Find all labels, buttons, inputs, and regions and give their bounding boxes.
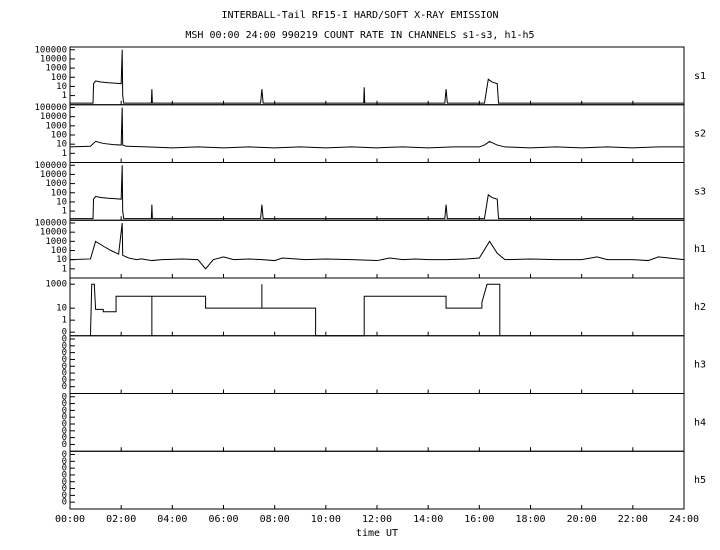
x-tick-label: 08:00 xyxy=(260,514,290,525)
y-tick-label: 10000 xyxy=(40,54,67,64)
y-tick-label: 0 xyxy=(62,433,67,443)
panel-frame xyxy=(69,393,685,452)
y-tick-label: 0 xyxy=(62,382,67,392)
x-tick-label: 20:00 xyxy=(567,514,597,525)
y-tick-label: 10000 xyxy=(40,112,67,122)
panel-label: h5 xyxy=(694,475,706,486)
y-tick-label: 0 xyxy=(62,464,67,474)
x-axis-label: time UT xyxy=(356,528,398,539)
y-tick-label: 1000 xyxy=(45,280,67,290)
y-tick-label: 0 xyxy=(62,484,67,494)
panel-label: h3 xyxy=(694,360,706,371)
x-tick-label: 12:00 xyxy=(362,514,392,525)
y-tick-label: 0 xyxy=(62,362,67,372)
y-tick-label: 10 xyxy=(56,255,67,265)
y-tick-label: 0 xyxy=(62,440,67,450)
data-line xyxy=(70,49,684,104)
panel-label: h2 xyxy=(694,302,706,313)
panel-label: h1 xyxy=(694,244,706,255)
panel-frame xyxy=(69,450,685,510)
x-tick-label: 24:00 xyxy=(669,514,699,525)
x-tick-label: 14:00 xyxy=(413,514,443,525)
panel-frame xyxy=(69,162,685,221)
chart-subtitle: MSH 00:00 24:00 990219 COUNT RATE IN CHA… xyxy=(185,30,534,41)
x-tick-label: 10:00 xyxy=(311,514,341,525)
x-tick-label: 04:00 xyxy=(157,514,187,525)
data-line xyxy=(70,165,684,220)
y-tick-label: 10000 xyxy=(40,228,67,238)
x-tick-label: 22:00 xyxy=(618,514,648,525)
y-tick-label: 0 xyxy=(62,348,67,358)
y-tick-label: 0 xyxy=(62,470,67,480)
y-tick-label: 0 xyxy=(62,399,67,409)
y-tick-label: 1 xyxy=(62,149,67,159)
data-line xyxy=(89,283,501,337)
x-tick-label: 02:00 xyxy=(106,514,136,525)
y-tick-label: 100000 xyxy=(34,219,67,229)
panel-label: s3 xyxy=(694,186,706,197)
y-tick-label: 100 xyxy=(51,188,67,198)
y-tick-label: 10 xyxy=(56,82,67,92)
y-tick-label: 10 xyxy=(56,140,67,150)
y-tick-label: 1 xyxy=(62,91,67,101)
x-tick-label: 18:00 xyxy=(515,514,545,525)
y-tick-label: 0 xyxy=(62,450,67,460)
panel-label: h4 xyxy=(694,417,706,428)
y-tick-label: 1 xyxy=(62,207,67,217)
y-tick-label: 1 xyxy=(62,264,67,274)
panel-frame xyxy=(69,219,685,279)
y-tick-label: 0 xyxy=(62,328,67,338)
y-tick-label: 0 xyxy=(62,477,67,487)
y-tick-label: 100 xyxy=(51,73,67,83)
y-tick-label: 0 xyxy=(62,375,67,385)
data-line xyxy=(69,107,684,149)
y-tick-label: 0 xyxy=(62,392,67,402)
y-tick-label: 100000 xyxy=(34,45,67,55)
y-tick-label: 10000 xyxy=(40,170,67,180)
panel-frame xyxy=(69,277,685,337)
panel-frame xyxy=(69,335,685,394)
y-tick-label: 0 xyxy=(62,491,67,501)
y-tick-label: 0 xyxy=(62,457,67,467)
y-tick-label: 0 xyxy=(62,420,67,430)
panel-frame xyxy=(69,104,685,163)
panel-label: s1 xyxy=(694,71,706,82)
y-tick-label: 0 xyxy=(62,406,67,416)
y-tick-label: 0 xyxy=(62,498,67,508)
y-tick-label: 0 xyxy=(62,355,67,365)
y-tick-label: 1 xyxy=(62,316,67,326)
y-tick-label: 10 xyxy=(56,304,67,314)
y-tick-label: 100000 xyxy=(34,103,67,113)
y-tick-label: 0 xyxy=(62,335,67,345)
y-tick-label: 1000 xyxy=(45,179,67,189)
chart-title: INTERBALL-Tail RF15-I HARD/SOFT X-RAY EM… xyxy=(222,10,499,21)
y-tick-label: 0 xyxy=(62,369,67,379)
y-tick-label: 100 xyxy=(51,131,67,141)
panel-label: s2 xyxy=(694,129,706,140)
x-tick-label: 00:00 xyxy=(55,514,85,525)
x-tick-label: 06:00 xyxy=(208,514,238,525)
y-tick-label: 1000 xyxy=(45,237,67,247)
y-tick-label: 100000 xyxy=(34,161,67,171)
y-tick-label: 0 xyxy=(62,341,67,351)
y-tick-label: 1000 xyxy=(45,64,67,74)
y-tick-label: 100 xyxy=(51,246,67,256)
y-tick-label: 0 xyxy=(62,426,67,436)
y-tick-label: 1000 xyxy=(45,121,67,131)
y-tick-label: 10 xyxy=(56,197,67,207)
y-tick-label: 0 xyxy=(62,413,67,423)
data-line xyxy=(69,222,685,270)
panel-frame xyxy=(69,46,685,106)
x-tick-label: 16:00 xyxy=(464,514,494,525)
